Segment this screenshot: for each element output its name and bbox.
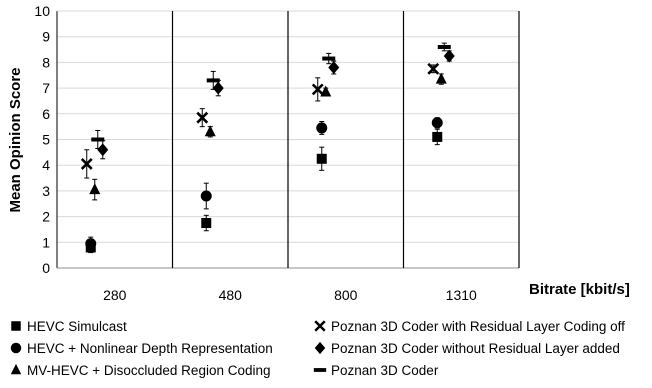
- legend-marker-5: [313, 368, 327, 372]
- y-axis-title: Mean Opinion Score: [7, 67, 24, 212]
- y-tick-label-0: 0: [42, 260, 50, 276]
- x-tick-label-3: 1310: [446, 287, 477, 303]
- legend-label-4: Poznan 3D Coder without Residual Layer a…: [331, 341, 620, 356]
- point-dash-5-2: [322, 56, 336, 61]
- legend-label-2: MV-HEVC + Disoccluded Region Coding: [27, 363, 271, 378]
- legend-label-3: Poznan 3D Coder with Residual Layer Codi…: [331, 319, 625, 334]
- x-tick-label-0: 280: [103, 287, 127, 303]
- point-triangle-2-3: [435, 72, 447, 84]
- marks-layer: [80, 42, 455, 254]
- y-tick-label-2: 2: [42, 209, 50, 225]
- point-square-0-3: [432, 131, 443, 142]
- point-circle-1-0: [85, 238, 97, 250]
- y-tick-label-1: 1: [42, 234, 50, 250]
- axis-layer: 0 1 2 3 4 5 6 7 8 9 10 280 480 800 1310: [34, 3, 520, 303]
- y-tick-label-5: 5: [42, 132, 50, 148]
- legend-marker-3: [314, 320, 326, 332]
- point-x-3-1: [196, 111, 209, 124]
- point-diamond-4-2: [328, 61, 340, 75]
- legend-marker-4: [314, 341, 326, 355]
- point-dash-5-1: [206, 78, 220, 83]
- legend-marker-0: [11, 321, 21, 331]
- point-diamond-4-3: [443, 49, 455, 63]
- x-tick-label-2: 800: [334, 287, 358, 303]
- legend-marker-1: [10, 342, 22, 354]
- y-tick-label-6: 6: [42, 106, 50, 122]
- y-tick-label-4: 4: [42, 157, 50, 173]
- point-diamond-4-0: [97, 143, 109, 157]
- point-x-3-3: [427, 62, 440, 75]
- y-tick-label-9: 9: [42, 29, 50, 45]
- y-tick-label-7: 7: [42, 80, 50, 96]
- y-tick-label-3: 3: [42, 183, 50, 199]
- legend-label-0: HEVC Simulcast: [27, 319, 127, 334]
- point-circle-1-1: [200, 190, 212, 202]
- point-dash-5-3: [437, 44, 451, 49]
- x-tick-label-1: 480: [219, 287, 243, 303]
- legend-label-5: Poznan 3D Coder: [331, 363, 439, 378]
- y-tick-label-8: 8: [42, 54, 50, 70]
- point-x-3-0: [80, 157, 93, 170]
- legend-marker-2: [10, 363, 22, 375]
- x-axis-title: Bitrate [kbit/s]: [529, 281, 630, 298]
- point-square-0-2: [316, 153, 327, 164]
- point-diamond-4-1: [212, 81, 224, 95]
- y-tick-label-10: 10: [34, 3, 50, 19]
- point-x-3-2: [311, 83, 324, 96]
- point-circle-1-2: [316, 122, 328, 134]
- point-triangle-2-0: [89, 183, 101, 195]
- legend-label-1: HEVC + Nonlinear Depth Representation: [27, 341, 273, 356]
- point-square-0-1: [201, 218, 212, 229]
- point-triangle-2-1: [204, 125, 216, 137]
- point-circle-1-3: [431, 117, 443, 129]
- legend: HEVC Simulcast HEVC + Nonlinear Depth Rep…: [10, 319, 625, 378]
- point-dash-5-0: [91, 137, 105, 142]
